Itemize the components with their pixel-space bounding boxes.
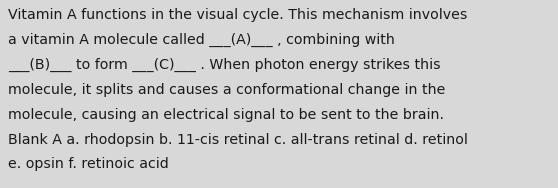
Text: ___(B)___ to form ___(C)___ . When photon energy strikes this: ___(B)___ to form ___(C)___ . When photo… [8, 58, 441, 72]
Text: a vitamin A molecule called ___(A)___ , combining with: a vitamin A molecule called ___(A)___ , … [8, 33, 395, 47]
Text: Vitamin A functions in the visual cycle. This mechanism involves: Vitamin A functions in the visual cycle.… [8, 8, 468, 22]
Text: e. opsin f. retinoic acid: e. opsin f. retinoic acid [8, 157, 169, 171]
Text: molecule, it splits and causes a conformational change in the: molecule, it splits and causes a conform… [8, 83, 446, 97]
Text: Blank A a. rhodopsin b. 11-cis retinal c. all-trans retinal d. retinol: Blank A a. rhodopsin b. 11-cis retinal c… [8, 133, 468, 146]
Text: molecule, causing an electrical signal to be sent to the brain.: molecule, causing an electrical signal t… [8, 108, 444, 122]
